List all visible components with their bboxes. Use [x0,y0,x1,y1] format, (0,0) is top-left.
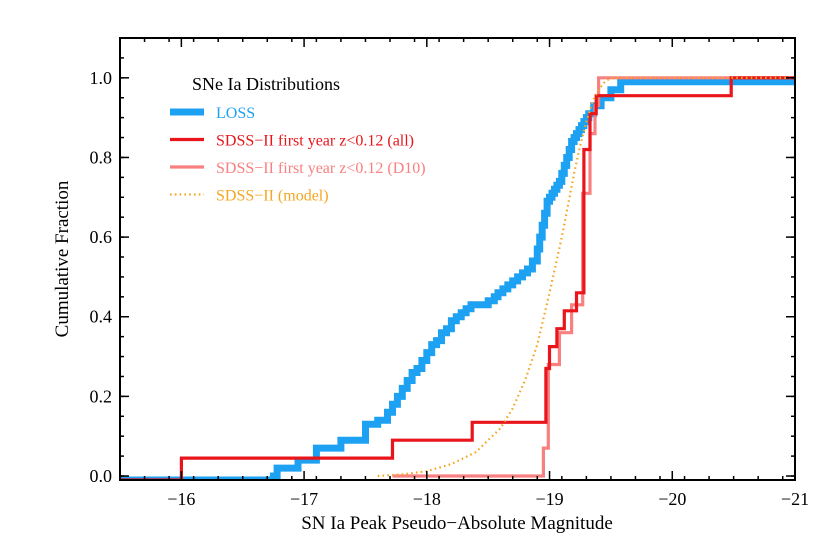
y-tick-label: 0.8 [90,147,113,167]
x-axis-label: SN Ia Peak Pseudo−Absolute Magnitude [301,513,613,534]
series-line-sdss-ii-first-year-z-0-12-d10 [392,76,795,478]
y-tick-label: 0.4 [90,307,113,327]
series-line-sdss-ii-first-year-z-0-12-all [120,76,795,480]
legend-label: LOSS [216,105,255,122]
y-tick-label: 1.0 [90,68,113,88]
x-tick-label: −19 [535,489,563,509]
x-tick-label: −18 [413,489,441,509]
legend-label: SDSS−II (model) [216,188,329,205]
legend-label: SDSS−II first year z<0.12 (D10) [216,160,426,177]
x-tick-label: −17 [290,489,318,509]
y-axis-label: Cumulative Fraction [52,180,73,337]
series-line-sdss-ii-model [377,76,795,478]
y-tick-label: 0.2 [90,386,113,406]
series-line-loss [120,77,795,480]
plot-frame [119,37,796,481]
y-tick-label: 0.0 [90,466,113,486]
x-tick-label: −16 [167,489,195,509]
y-tick-label: 0.6 [90,227,113,247]
tick-layer: −16 −17 −18 −19 −20 −21 0.0 0.2 0.4 0.6 0.8 1.0 [90,37,809,509]
x-tick-label: −20 [658,489,686,509]
x-tick-label: −21 [781,489,809,509]
series-layer [120,76,795,480]
legend-title: SNe Ia Distributions [192,74,340,94]
legend-label: SDSS−II first year z<0.12 (all) [216,133,414,150]
legend: SNe Ia Distributions LOSS SDSS−II first ye… [170,74,426,205]
